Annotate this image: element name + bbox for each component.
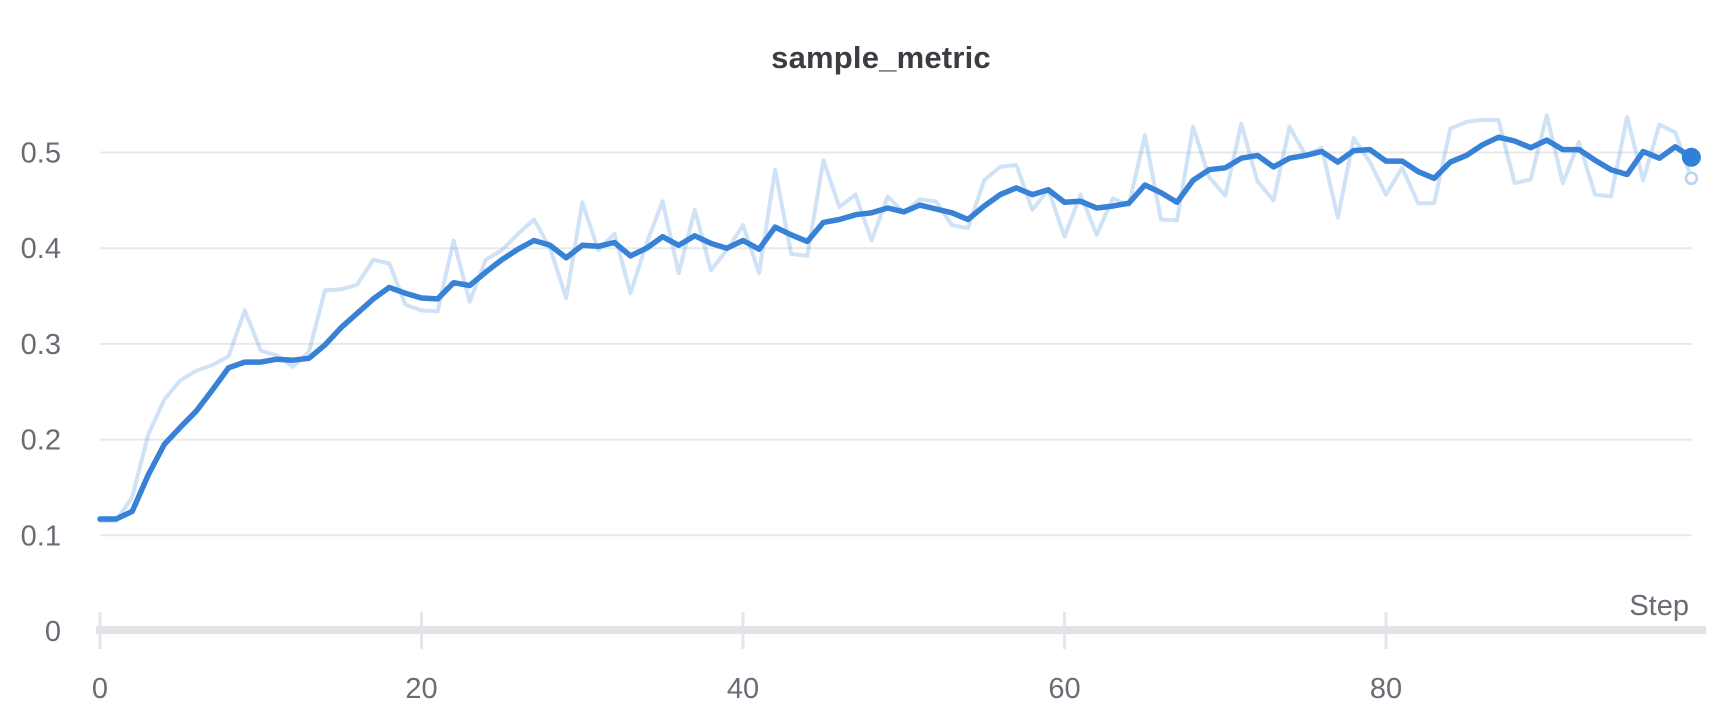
x-tick-label: 80 <box>1370 673 1402 705</box>
raw-endpoint-ring <box>1684 171 1699 186</box>
x-axis-title: Step <box>1629 590 1689 622</box>
y-tick-label: 0 <box>45 616 61 648</box>
y-tick-label: 0.3 <box>21 329 61 361</box>
y-tick-label: 0.2 <box>21 425 61 457</box>
smoothed-series-line <box>97 134 1695 522</box>
x-tick-label: 40 <box>727 673 759 705</box>
y-tick-label: 0.5 <box>21 138 61 170</box>
x-tick-label: 0 <box>92 673 108 705</box>
raw-series-line <box>98 113 1694 523</box>
y-tick-label: 0.1 <box>21 520 61 552</box>
chart-title: sample_metric <box>771 40 991 75</box>
x-tick-label: 60 <box>1048 673 1080 705</box>
y-tick-label: 0.4 <box>21 233 61 265</box>
smoothed-endpoint-dot <box>1681 147 1701 167</box>
x-tick-label: 20 <box>405 673 437 705</box>
